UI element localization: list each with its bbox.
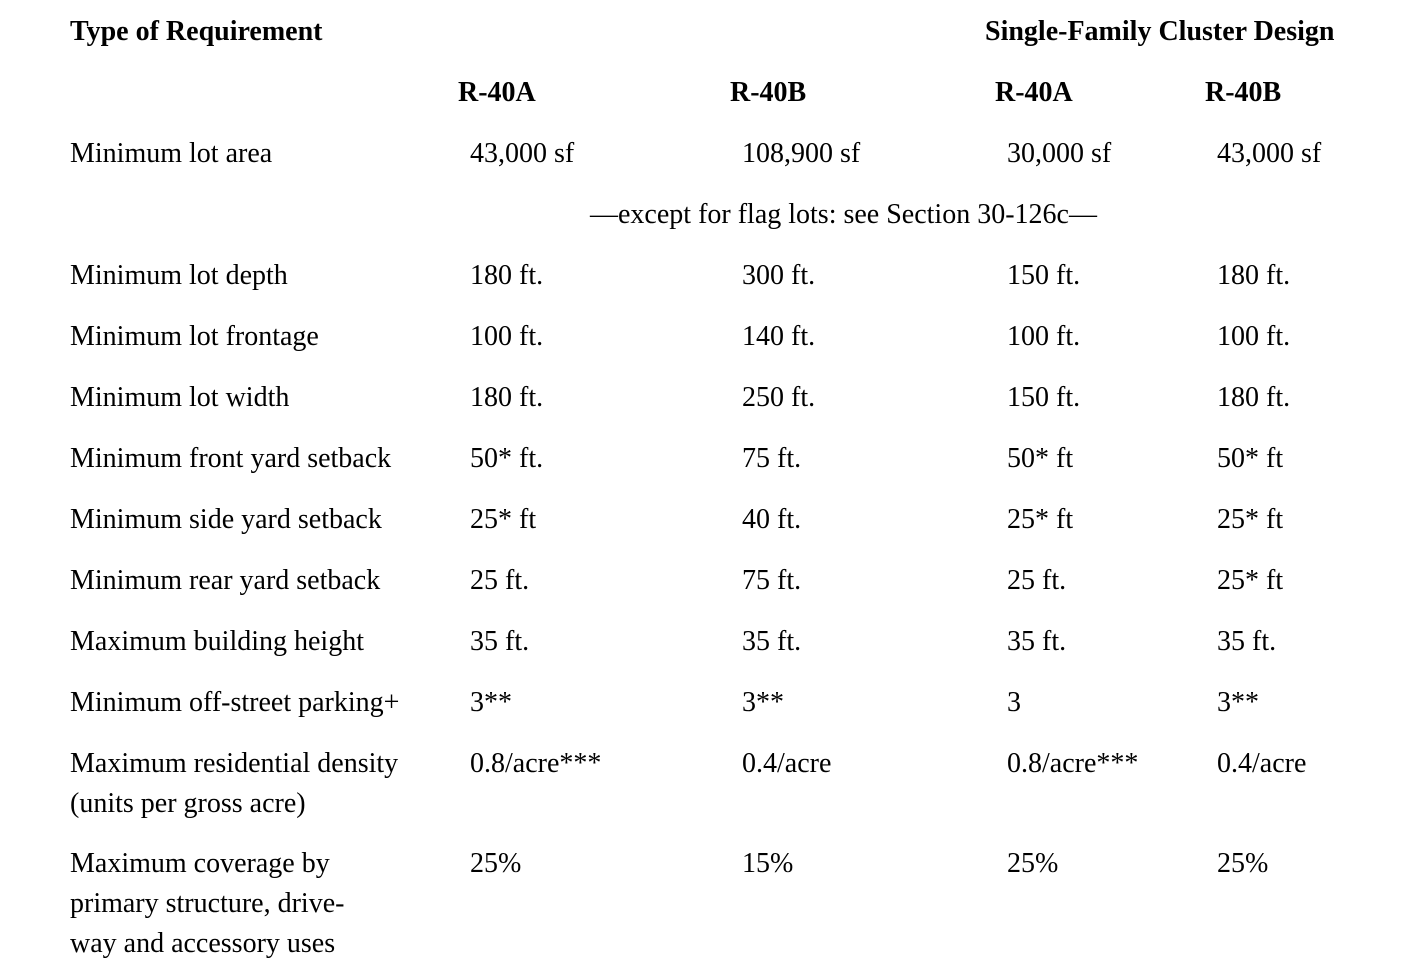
cell-value: 50* ft [1217,443,1284,474]
cell-value: 40 ft. [742,504,802,535]
cell-value: 108,900 sf [742,138,861,169]
cell-value: 30,000 sf [1007,138,1112,169]
row-label: Minimum front yard setback [70,443,392,474]
group-header-row: Type of Requirement Single-Family Cluste… [70,12,1406,73]
cell-value: 0.8/acre*** [470,748,602,779]
cell-value: 25* ft [1217,565,1284,596]
cell-value: 35 ft. [1007,626,1067,657]
cell-value: 150 ft. [1007,382,1081,413]
row-label: Minimum lot frontage [70,321,319,352]
cell-value: 300 ft. [742,260,816,291]
cell-value: 25% [1217,848,1269,879]
cell-value: 25% [1007,848,1059,879]
column-header: R-40A [458,77,536,108]
cell-value: 35 ft. [470,626,530,657]
table-row: Minimum front yard setback 50* ft. 75 ft… [70,439,1406,500]
cell-value: 180 ft. [1217,260,1291,291]
column-header: R-40B [1205,77,1282,108]
cell-value: 25% [470,848,522,879]
flag-lots-note: —except for flag lots: see Section 30-12… [590,199,1097,230]
row-label: Minimum rear yard setback [70,565,381,596]
row-label: Maximum residential density (units per g… [70,748,399,819]
row-label: Minimum lot depth [70,260,288,291]
table-row: Minimum side yard setback 25* ft 40 ft. … [70,500,1406,561]
table-row: Minimum lot width 180 ft. 250 ft. 150 ft… [70,378,1406,439]
row-label: Minimum side yard setback [70,504,382,535]
cell-value: 75 ft. [742,565,802,596]
cell-value: 43,000 sf [470,138,575,169]
table-row: Maximum residential density (units per g… [70,744,1406,824]
cell-value: 3** [470,687,512,718]
group-header-cluster-design: Single-Family Cluster Design [985,16,1335,47]
cell-value: 0.4/acre [1217,748,1307,779]
row-label: Maximum coverage by primary structure, d… [70,848,345,959]
cell-value: 180 ft. [1217,382,1291,413]
cell-value: 50* ft [1007,443,1074,474]
cell-value: 100 ft. [1217,321,1291,352]
table-row: Minimum rear yard setback 25 ft. 75 ft. … [70,561,1406,622]
cell-value: 0.8/acre*** [1007,748,1139,779]
cell-value: 3** [1217,687,1259,718]
table-row: Minimum lot frontage 100 ft. 140 ft. 100… [70,317,1406,378]
row-label: Minimum lot area [70,138,273,169]
cell-value: 25* ft [1007,504,1074,535]
cell-value: 250 ft. [742,382,816,413]
cell-value: 25 ft. [470,565,530,596]
cell-value: 0.4/acre [742,748,832,779]
table-row: Maximum coverage by primary structure, d… [70,844,1406,964]
cell-value: 150 ft. [1007,260,1081,291]
table-row: Minimum lot area 43,000 sf 108,900 sf 30… [70,134,1406,195]
row-label: Minimum lot width [70,382,290,413]
cell-value: 50* ft. [470,443,544,474]
column-header: R-40A [995,77,1073,108]
cell-value: 100 ft. [1007,321,1081,352]
table-row: Minimum off-street parking+ 3** 3** 3 3*… [70,683,1406,744]
corner-header: Type of Requirement [70,16,323,47]
flag-lots-note-row: —except for flag lots: see Section 30-12… [70,195,1406,256]
cell-value: 35 ft. [1217,626,1277,657]
column-header-row: R-40A R-40B R-40A R-40B [70,73,1406,134]
table-row: Maximum building height 35 ft. 35 ft. 35… [70,622,1406,683]
column-header: R-40B [730,77,807,108]
row-label: Minimum off-street parking+ [70,687,400,718]
cell-value: 180 ft. [470,382,544,413]
row-label: Maximum building height [70,626,364,657]
cell-value: 3 [1007,687,1021,718]
cell-value: 180 ft. [470,260,544,291]
cell-value: 140 ft. [742,321,816,352]
cell-value: 25* ft [1217,504,1284,535]
table-row: Minimum lot depth 180 ft. 300 ft. 150 ft… [70,256,1406,317]
cell-value: 25* ft [470,504,537,535]
cell-value: 100 ft. [470,321,544,352]
cell-value: 75 ft. [742,443,802,474]
cell-value: 25 ft. [1007,565,1067,596]
cell-value: 35 ft. [742,626,802,657]
cell-value: 43,000 sf [1217,138,1322,169]
cell-value: 3** [742,687,784,718]
cell-value: 15% [742,848,794,879]
